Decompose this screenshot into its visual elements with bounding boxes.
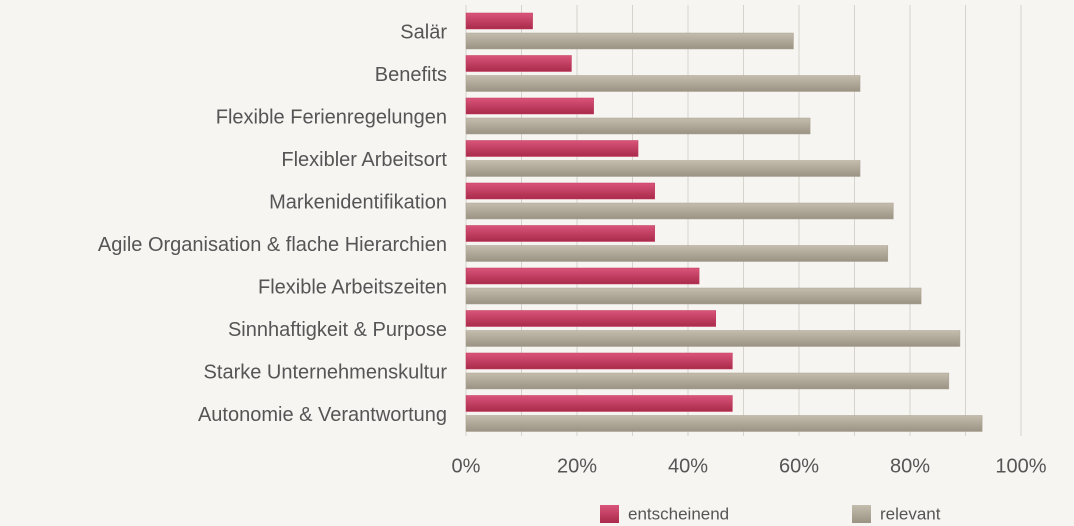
bar (465, 287, 922, 305)
x-tick-label: 80% (890, 455, 930, 477)
legend-swatch (600, 505, 619, 523)
bar (465, 75, 861, 92)
x-tick-label: 20% (557, 455, 597, 477)
bar (465, 160, 861, 177)
y-tick-label: Flexible Ferienregelungen (216, 106, 447, 128)
bar (465, 415, 983, 432)
y-tick-label: Flexible Arbeitszeiten (258, 276, 447, 298)
bar (465, 330, 961, 347)
y-tick-label: Sinnhaftigkeit & Purpose (228, 319, 447, 341)
y-tick-label: Agile Organisation & flache Hierarchien (98, 234, 447, 256)
x-tick-label: 60% (779, 455, 819, 477)
legend-label: entscheinend (628, 504, 729, 523)
y-tick-label: Flexibler Arbeitsort (281, 149, 447, 171)
y-tick-label: Starke Unternehmenskultur (204, 361, 448, 383)
bar (465, 267, 700, 285)
x-tick-label: 0% (452, 455, 481, 477)
bar (465, 117, 811, 135)
bar (465, 12, 533, 30)
legend-label: relevant (880, 504, 941, 523)
bar (465, 352, 733, 370)
bar (465, 225, 655, 242)
y-tick-label: Salär (400, 21, 447, 43)
y-tick-label: Autonomie & Verantwortung (198, 404, 447, 426)
bar (465, 395, 733, 412)
bar (465, 202, 894, 220)
x-tick-label: 100% (995, 455, 1046, 477)
y-tick-label: Markenidentifikation (269, 191, 447, 213)
bar (465, 97, 594, 115)
bar (465, 372, 950, 390)
bar (465, 310, 716, 327)
y-tick-label: Benefits (375, 64, 447, 86)
legend-swatch (852, 505, 871, 523)
bar (465, 140, 639, 157)
bar (465, 32, 794, 50)
bar (465, 182, 655, 200)
bar (465, 245, 889, 262)
bar (465, 55, 572, 72)
x-tick-label: 40% (668, 455, 708, 477)
